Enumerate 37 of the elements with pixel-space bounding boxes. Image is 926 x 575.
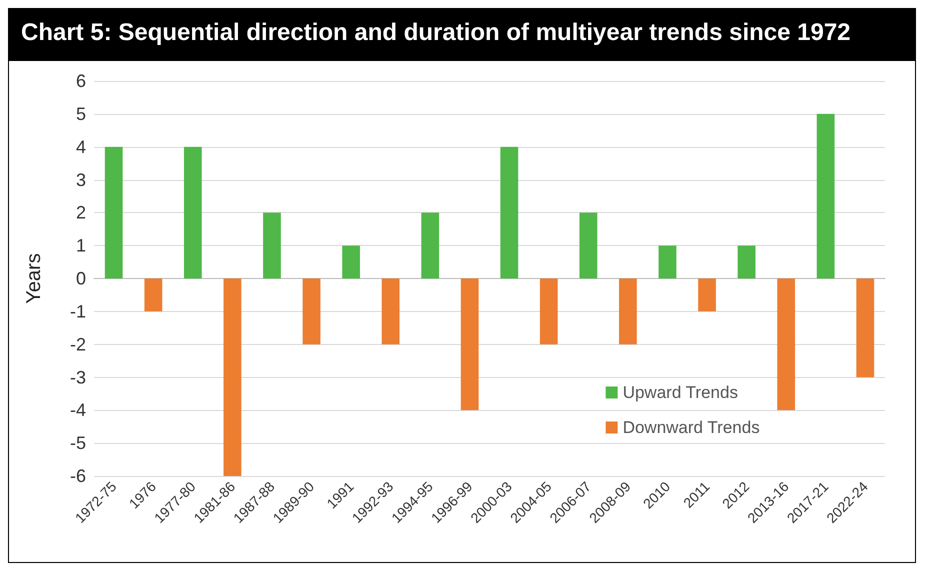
y-tick-label: 3: [76, 170, 86, 190]
bar: [816, 114, 835, 278]
bar: [421, 212, 440, 278]
bar: [540, 278, 558, 344]
bar: [579, 212, 598, 278]
bar: [263, 212, 281, 278]
y-tick-label: -6: [70, 466, 86, 486]
bar: [382, 278, 400, 344]
y-tick-label: 0: [76, 268, 86, 288]
bar: [698, 278, 716, 312]
legend-label: Downward Trends: [622, 418, 760, 437]
bar: [856, 278, 874, 378]
legend-label: Upward Trends: [622, 383, 738, 402]
bar: [104, 146, 123, 278]
bar: [619, 278, 637, 344]
y-tick-label: 4: [76, 136, 86, 157]
bar: [460, 278, 479, 410]
bar: [342, 246, 360, 278]
y-tick-label: -1: [70, 301, 86, 322]
bar: [224, 278, 242, 476]
y-tick-label: 2: [76, 202, 86, 223]
y-tick-label: 6: [76, 71, 86, 91]
y-tick-label: -5: [70, 433, 86, 454]
bar: [302, 278, 320, 344]
y-tick-label: -3: [70, 367, 86, 388]
y-tick-label: -4: [70, 400, 86, 420]
y-axis-title: Years: [23, 253, 45, 304]
chart-title: Chart 5: Sequential direction and duration of multiyear trends since 1972: [9, 9, 915, 61]
bar: [658, 246, 676, 278]
bar: [500, 146, 518, 278]
bar: [777, 278, 796, 410]
bar: [738, 246, 756, 278]
bar: [184, 146, 202, 278]
bar: [144, 278, 162, 312]
y-tick-label: 1: [76, 236, 86, 256]
y-tick-label: -2: [70, 334, 86, 354]
y-tick-label: 5: [76, 104, 86, 124]
